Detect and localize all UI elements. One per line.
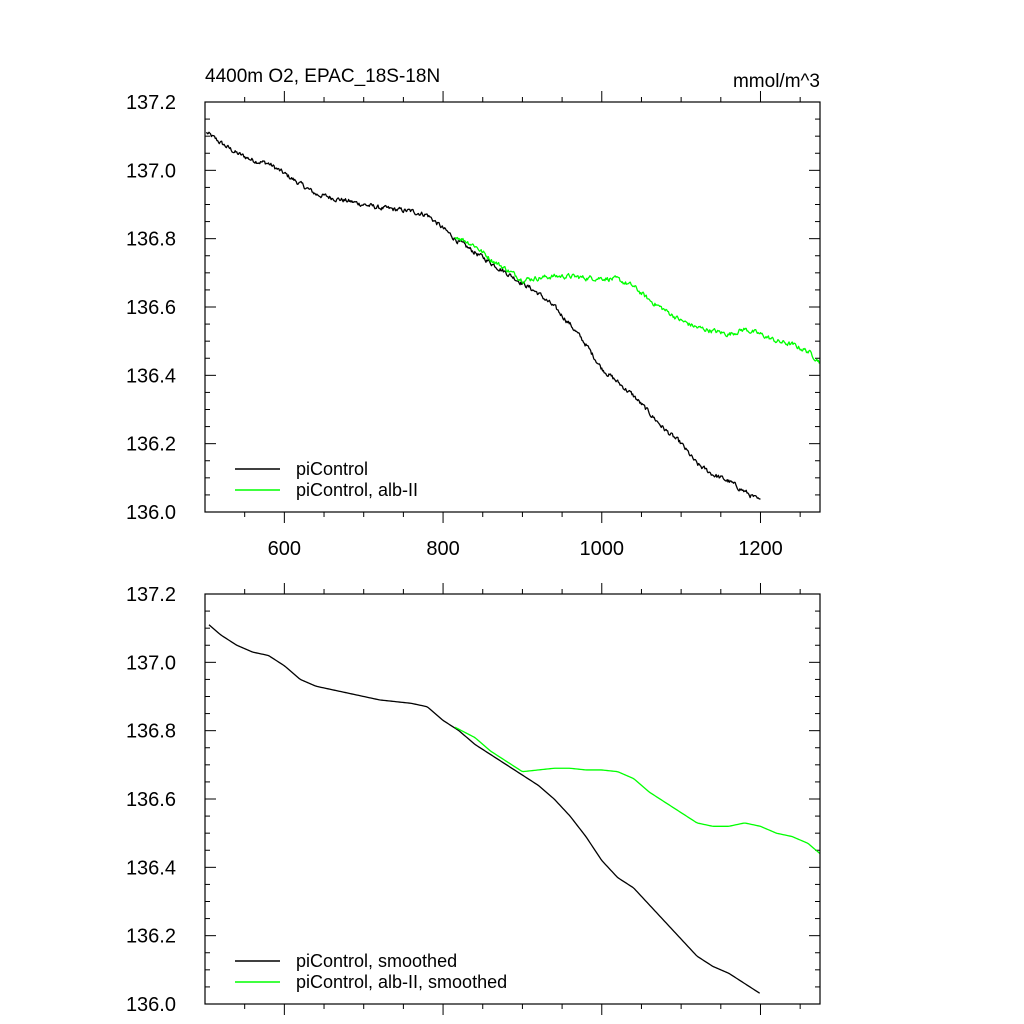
bottom-axis-ticks: 136.0 136.2 136.4 136.6 136.8 137.0 137.2 xyxy=(126,583,820,1016)
top-plot-frame xyxy=(204,101,821,513)
top-panel: 4400m O2, EPAC_18S-18N mmol/m^3 136.0136… xyxy=(126,66,821,560)
legend-label-picontrol-smoothed: piControl, smoothed xyxy=(296,951,457,971)
top-y-tick-label: 136.4 xyxy=(126,365,176,387)
bottom-y-tick-label: 136.2 xyxy=(126,926,176,948)
top-y-tick-label: 136.8 xyxy=(126,229,176,251)
top-y-tick-label: 136.2 xyxy=(126,434,176,456)
top-x-tick-label: 1000 xyxy=(580,538,625,560)
bottom-panel: 136.0 136.2 136.4 136.6 136.8 137.0 137.2 piCo… xyxy=(126,583,821,1016)
bottom-series-group xyxy=(208,624,821,994)
top-x-tick-label: 1200 xyxy=(738,538,783,560)
bottom-y-tick-label: 136.8 xyxy=(126,721,176,743)
top-axis-ticks: 136.0 136.2 136.4 136.6 136.8 137.0 137.2 600 80… xyxy=(126,91,820,560)
legend-label-picontrol: piControl xyxy=(296,459,368,479)
bottom-plot-frame xyxy=(204,593,821,1005)
top-legend: piControl piControl, alb-II xyxy=(235,459,418,500)
top-series-line-1 xyxy=(454,236,821,364)
bottom-y-tick-label: 137.2 xyxy=(126,584,176,606)
legend-label-picontrol-alb: piControl, alb-II xyxy=(296,480,418,500)
units-label: mmol/m^3 xyxy=(733,71,820,92)
chart-title: 4400m O2, EPAC_18S-18N xyxy=(205,66,440,87)
top-y-tick-label: 136.0 xyxy=(126,502,176,524)
top-x-tick-label: 600 xyxy=(268,538,301,560)
top-x-tick-label: 800 xyxy=(426,538,459,560)
bottom-y-tick-label: 136.0 xyxy=(126,994,176,1016)
bottom-y-tick-label: 136.4 xyxy=(126,857,176,879)
bottom-series-line-0 xyxy=(208,624,761,994)
bottom-legend: piControl, smoothed piControl, alb-II, s… xyxy=(235,951,507,992)
top-series-group xyxy=(206,131,821,500)
top-series-line-0 xyxy=(206,131,761,500)
top-y-tick-label: 137.2 xyxy=(126,92,176,114)
top-y-tick-label: 136.6 xyxy=(126,297,176,319)
legend-label-picontrol-alb-smoothed: piControl, alb-II, smoothed xyxy=(296,972,507,992)
bottom-y-tick-label: 137.0 xyxy=(126,652,176,674)
bottom-y-tick-label: 136.6 xyxy=(126,789,176,811)
top-y-tick-label: 137.0 xyxy=(126,160,176,182)
bottom-series-line-1 xyxy=(454,726,821,855)
